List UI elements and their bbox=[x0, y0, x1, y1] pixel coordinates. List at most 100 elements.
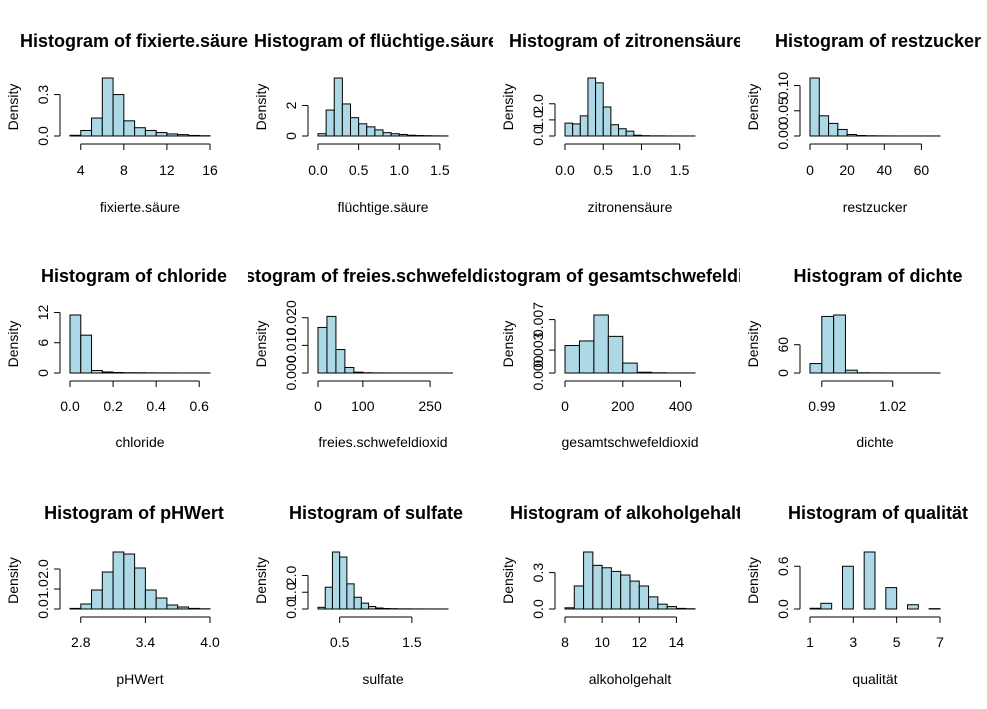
histogram-bar bbox=[331, 551, 341, 610]
histogram-bar bbox=[333, 77, 343, 137]
histogram-panel: Histogram of gesamtschwefeldioxid 0 200 400… bbox=[472, 266, 780, 450]
histogram-bar bbox=[406, 134, 416, 137]
x-tick-label: 7 bbox=[936, 634, 944, 650]
histogram-bar bbox=[325, 109, 335, 137]
y-tick-label: 0.000 bbox=[283, 355, 299, 390]
histogram-bar bbox=[358, 123, 368, 137]
histogram-bar bbox=[134, 567, 146, 610]
histogram-bar bbox=[601, 567, 612, 610]
x-tick-label: 0.0 bbox=[60, 398, 80, 414]
histogram-bar bbox=[844, 369, 858, 374]
histogram-bar bbox=[335, 349, 346, 374]
x-tick-label: 0.4 bbox=[146, 398, 166, 414]
chart-title: Histogram of fixierte.säure bbox=[20, 31, 248, 51]
histogram-bar bbox=[610, 124, 620, 137]
y-tick-label: 0.0 bbox=[35, 126, 51, 146]
histogram-bar bbox=[620, 574, 631, 610]
histogram-bar bbox=[350, 117, 360, 137]
chart-title: Histogram of chloride bbox=[41, 266, 227, 286]
y-tick-label: 60 bbox=[775, 337, 791, 353]
histogram-panel: Histogram of pHWert 2.8 3.4 4.0 0.01.02.0 pHW… bbox=[5, 503, 224, 687]
x-tick-label: 100 bbox=[351, 398, 375, 414]
y-axis-label: Density bbox=[745, 321, 761, 368]
histogram-bar bbox=[317, 606, 326, 610]
histogram-bar bbox=[398, 133, 408, 137]
histogram-bar bbox=[633, 134, 642, 137]
histogram-bar bbox=[368, 605, 377, 610]
histogram-bar bbox=[638, 585, 650, 610]
x-tick-label: 0.99 bbox=[808, 398, 835, 414]
y-tick-label: 0 bbox=[283, 132, 299, 140]
x-tick-label: 3 bbox=[849, 634, 857, 650]
y-tick-label: 0.3 bbox=[530, 563, 546, 583]
histogram-panel: Histogram of fixierte.säure 4 8 12 16 0.0 0.3 f… bbox=[5, 31, 248, 215]
histogram-bar bbox=[675, 607, 687, 610]
y-tick-label: 0.0 bbox=[530, 599, 546, 619]
x-axis-label: qualität bbox=[852, 671, 897, 687]
y-tick-label: 2.0 bbox=[35, 559, 51, 579]
histogram-bar bbox=[592, 564, 603, 610]
chart-title: Histogram of gesamtschwefeldioxid bbox=[472, 266, 780, 286]
histogram-bar bbox=[112, 551, 125, 610]
histogram-bar bbox=[69, 314, 82, 374]
histogram-bar bbox=[177, 606, 189, 610]
y-tick-label: 0.010 bbox=[283, 328, 299, 363]
y-axis-label: Density bbox=[500, 557, 516, 604]
histogram-bar bbox=[187, 134, 200, 137]
chart-title: Histogram of dichte bbox=[793, 266, 962, 286]
histogram-bar bbox=[618, 128, 627, 137]
histogram-bar bbox=[374, 129, 384, 137]
x-tick-label: 250 bbox=[418, 398, 442, 414]
chart-title: Histogram of pHWert bbox=[44, 503, 224, 523]
histogram-bar bbox=[187, 607, 200, 610]
x-axis-label: alkoholgehalt bbox=[589, 671, 672, 687]
histogram-bar bbox=[820, 602, 833, 610]
histogram-bar bbox=[593, 314, 609, 374]
histogram-bar bbox=[166, 133, 179, 137]
histogram-bar bbox=[346, 583, 355, 610]
histogram-bar bbox=[353, 371, 364, 374]
histogram-bar bbox=[341, 103, 351, 137]
histogram-bar bbox=[828, 122, 839, 137]
histogram-bar bbox=[317, 133, 327, 137]
histogram-bar bbox=[366, 126, 376, 137]
histogram-bar bbox=[572, 123, 581, 137]
x-tick-label: 40 bbox=[876, 162, 892, 178]
histogram-bar bbox=[578, 340, 595, 374]
chart-title: Histogram of freies.schwefeldioxid bbox=[227, 266, 525, 286]
histogram-bar bbox=[564, 607, 575, 610]
y-tick-label: 0.0 bbox=[283, 599, 299, 619]
y-tick-label: 2 bbox=[283, 101, 299, 109]
x-tick-label: 0.0 bbox=[308, 162, 328, 178]
x-tick-label: 0.6 bbox=[189, 398, 209, 414]
y-axis-label: Density bbox=[253, 84, 269, 131]
histogram-bar bbox=[123, 553, 136, 610]
histogram-bar bbox=[648, 596, 659, 610]
histogram-bar bbox=[625, 130, 635, 137]
y-axis-label: Density bbox=[500, 321, 516, 368]
histogram-bar bbox=[885, 587, 898, 610]
histogram-panel: Histogram of dichte 0.99 1.02 0 60 dichte Dens… bbox=[745, 266, 963, 450]
histogram-bar bbox=[846, 133, 857, 137]
histogram-bar bbox=[587, 77, 597, 137]
x-tick-label: 60 bbox=[914, 162, 930, 178]
y-tick-label: 6 bbox=[35, 339, 51, 347]
x-axis-label: fixierte.säure bbox=[100, 199, 180, 215]
x-tick-label: 5 bbox=[893, 634, 901, 650]
y-axis-label: Density bbox=[5, 84, 21, 131]
histogram-bar bbox=[326, 315, 337, 374]
x-tick-label: 2.8 bbox=[71, 634, 91, 650]
histogram-bar bbox=[101, 571, 114, 610]
x-tick-label: 200 bbox=[611, 398, 635, 414]
histogram-bar bbox=[134, 127, 146, 137]
histogram-bar bbox=[91, 369, 103, 374]
y-tick-label: 0.000 bbox=[530, 355, 546, 390]
histogram-bar bbox=[91, 589, 103, 610]
x-tick-label: 8 bbox=[120, 162, 128, 178]
histogram-bar bbox=[155, 597, 168, 610]
y-axis-label: Density bbox=[253, 321, 269, 368]
histogram-panel: Histogram of qualität 1 3 5 7 0.0 0.6 qualität D… bbox=[745, 503, 968, 687]
y-tick-label: 0 bbox=[35, 369, 51, 377]
histogram-panel: Histogram of zitronensäure 0.0 0.5 1.0 1.5 0.… bbox=[500, 31, 740, 215]
x-tick-label: 20 bbox=[839, 162, 855, 178]
